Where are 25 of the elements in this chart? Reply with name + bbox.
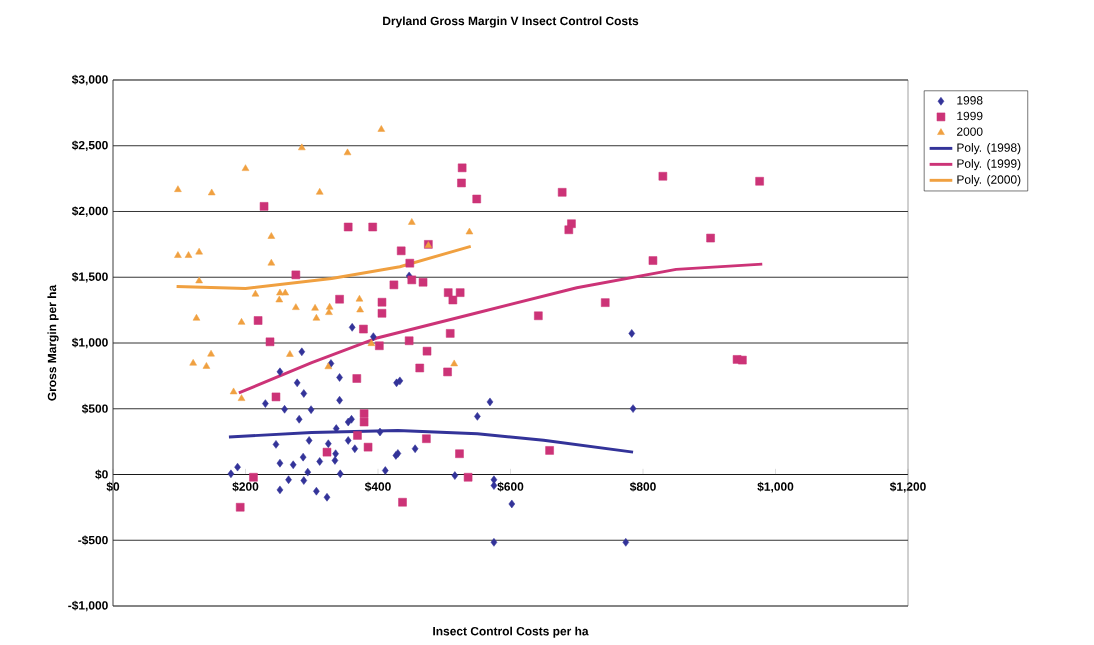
legend-label: 2000 [957,127,983,136]
legend-label: Poly. (2000) [957,174,1021,187]
legend-label: Poly. (1998) [957,143,1021,155]
y-tick-label: $3,000 [71,74,108,86]
x-tick-label: $800 [629,481,656,492]
y-tick-label: -$500 [78,535,108,546]
x-tick-label: $1,200 [889,481,926,493]
legend-label: 1998 [957,96,983,105]
y-tick-label: $2,000 [71,206,108,217]
x-tick-label: $1,000 [757,481,794,493]
x-tick-label: $400 [364,481,391,492]
x-axis-title: Insect Control Costs per ha [433,626,589,638]
y-tick-label: $0 [95,469,108,480]
legend-label: 1999 [957,111,983,121]
x-tick-label: $0 [106,481,120,492]
y-tick-label: $500 [81,403,108,414]
chart-title: Dryland Gross Margin V Insect Control Costs [383,16,639,28]
y-axis-title: Gross Margin per ha [47,284,59,401]
y-tick-label: $1,000 [71,337,108,349]
legend-label: Poly. (1999) [957,159,1021,171]
y-tick-label: -$1,000 [68,600,108,612]
y-tick-label: $2,500 [71,140,108,152]
y-tick-label: $1,500 [71,271,108,283]
x-tick-label: $200 [232,481,259,492]
x-tick-label: $600 [497,481,524,492]
